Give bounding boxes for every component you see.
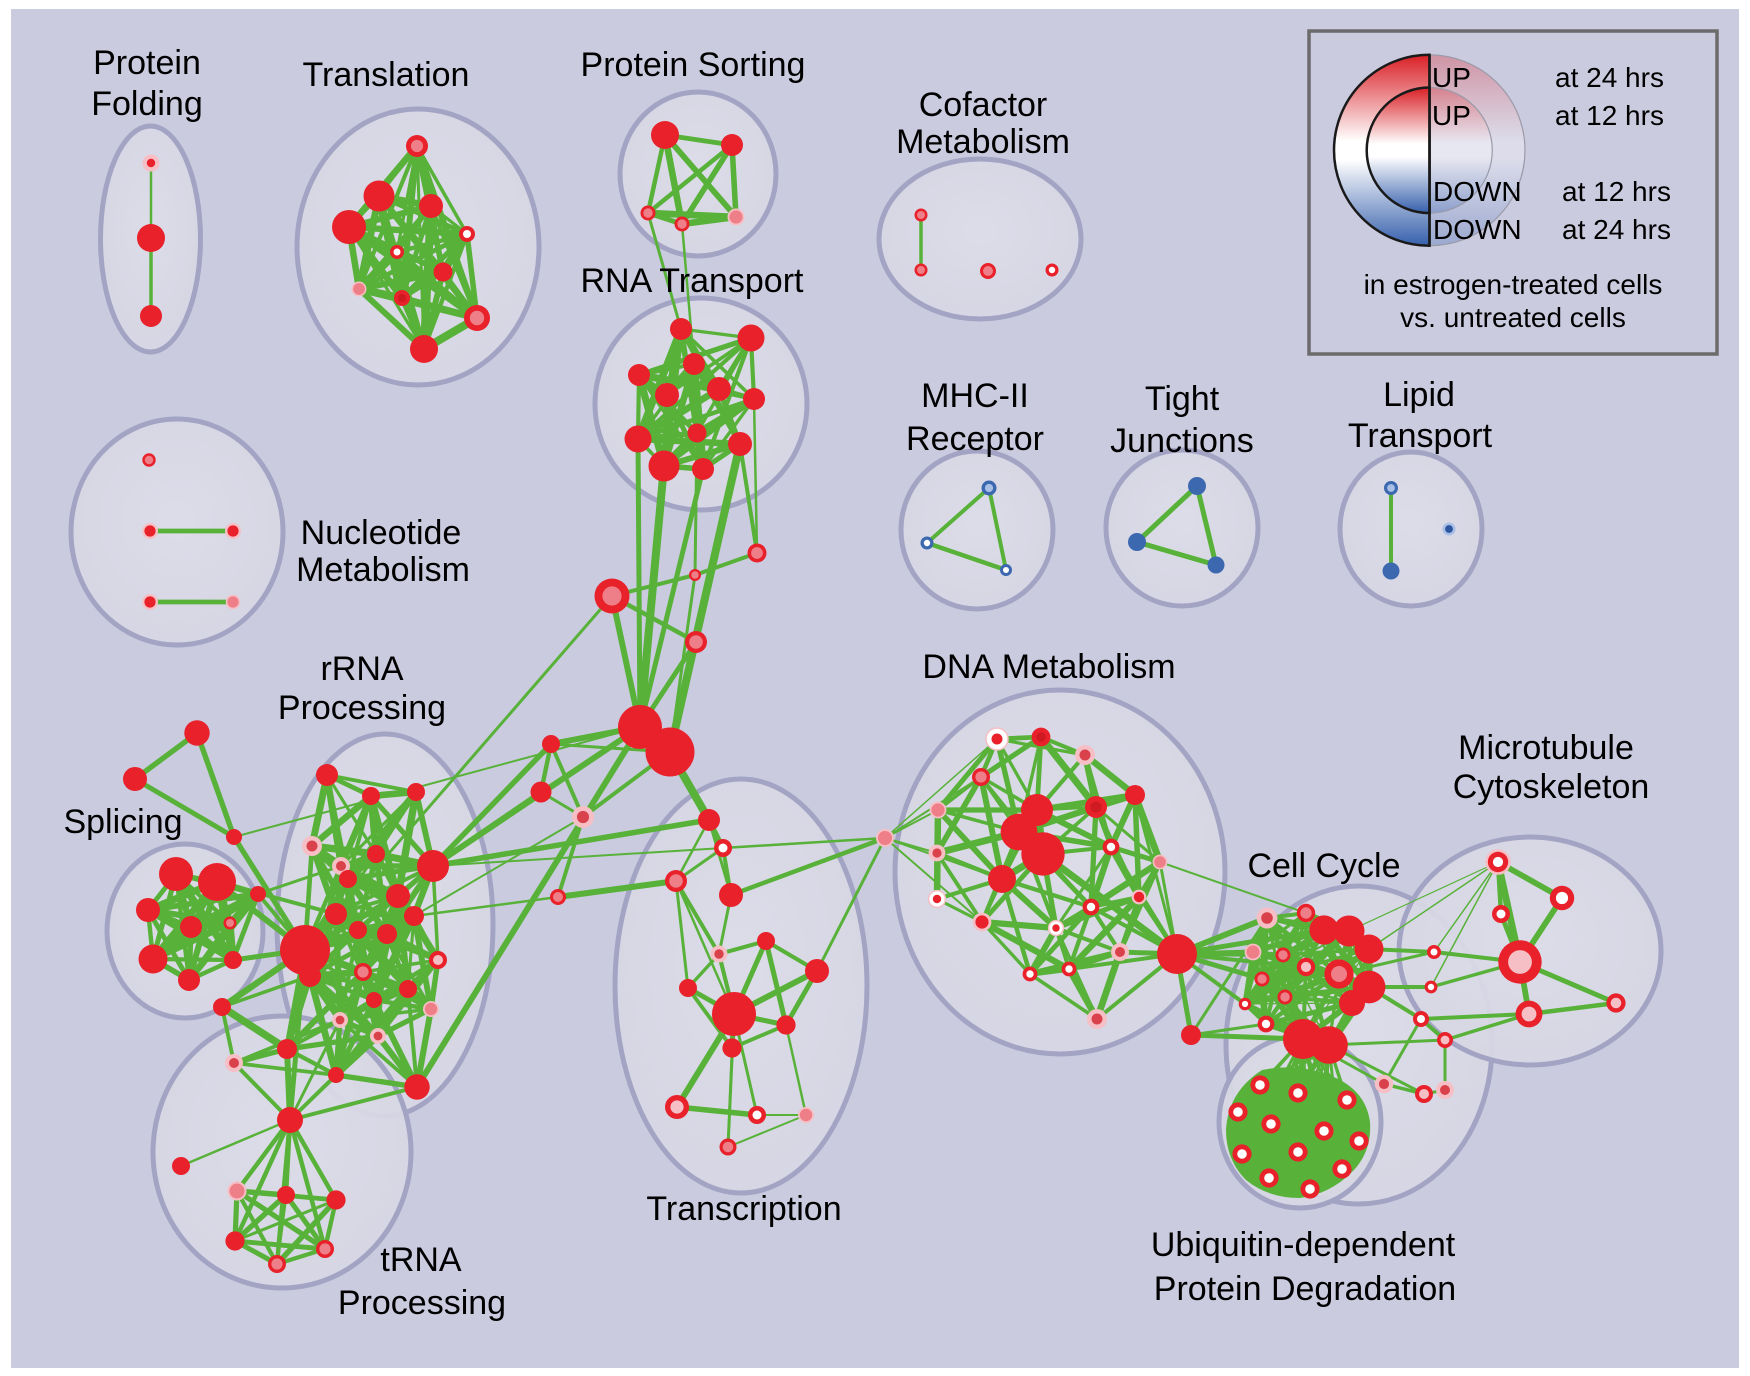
svg-text:Translation: Translation [303,56,470,94]
svg-text:Processing: Processing [278,689,446,727]
svg-text:DOWN: DOWN [1433,214,1522,245]
svg-text:UP: UP [1432,100,1471,131]
svg-text:Cytoskeleton: Cytoskeleton [1453,768,1650,806]
svg-text:Lipid: Lipid [1383,376,1455,414]
svg-text:at 12 hrs: at 12 hrs [1562,176,1671,207]
svg-text:Processing: Processing [338,1284,506,1322]
svg-text:Protein Degradation: Protein Degradation [1154,1270,1456,1308]
svg-text:MHC-II: MHC-II [921,377,1029,415]
svg-text:Metabolism: Metabolism [296,551,470,589]
svg-text:rRNA: rRNA [320,650,403,688]
svg-text:UP: UP [1432,62,1471,93]
svg-text:DNA Metabolism: DNA Metabolism [922,648,1175,686]
svg-text:at 12 hrs: at 12 hrs [1555,100,1664,131]
svg-text:Nucleotide: Nucleotide [301,514,462,552]
svg-text:Protein: Protein [93,44,201,82]
svg-text:Transport: Transport [1348,417,1493,455]
svg-text:tRNA: tRNA [380,1241,462,1279]
svg-text:vs. untreated cells: vs. untreated cells [1400,302,1626,333]
svg-text:Receptor: Receptor [906,420,1044,458]
svg-text:at 24 hrs: at 24 hrs [1562,214,1671,245]
svg-text:Ubiquitin-dependent: Ubiquitin-dependent [1151,1226,1456,1264]
svg-text:Splicing: Splicing [63,803,182,841]
svg-text:Tight: Tight [1145,380,1220,418]
svg-text:Cofactor: Cofactor [919,86,1048,124]
svg-text:Junctions: Junctions [1110,422,1254,460]
svg-text:Folding: Folding [91,85,203,123]
svg-text:at 24 hrs: at 24 hrs [1555,62,1664,93]
svg-text:Transcription: Transcription [646,1190,841,1228]
svg-text:Cell Cycle: Cell Cycle [1247,847,1400,885]
svg-text:Protein Sorting: Protein Sorting [581,46,806,84]
svg-text:RNA Transport: RNA Transport [581,262,805,300]
svg-text:Microtubule: Microtubule [1458,729,1634,767]
svg-text:Metabolism: Metabolism [896,123,1070,161]
svg-text:in estrogen-treated cells: in estrogen-treated cells [1364,269,1663,300]
svg-text:DOWN: DOWN [1433,176,1522,207]
